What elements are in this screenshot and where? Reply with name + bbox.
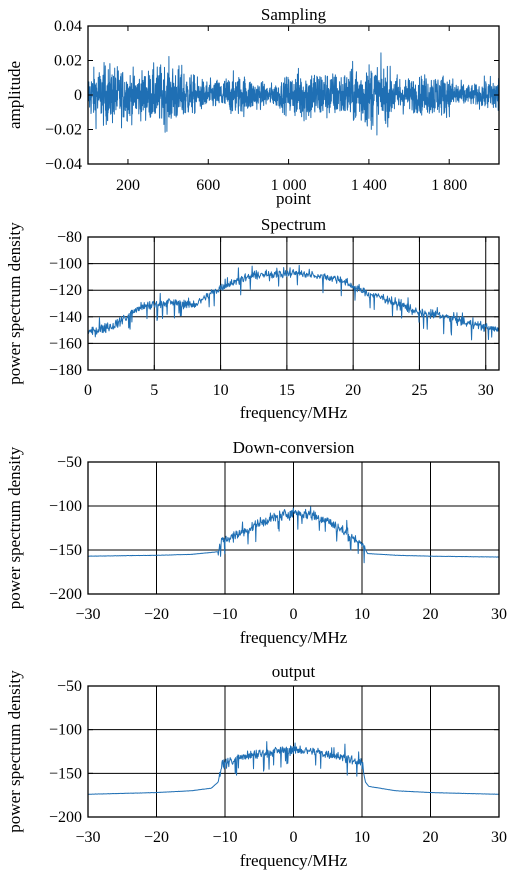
x-tick-label: −30 xyxy=(75,829,100,846)
y-tick-label: −100 xyxy=(49,498,82,515)
chart-title: Down-conversion xyxy=(233,438,355,457)
x-tick-label: −10 xyxy=(212,606,237,623)
x-tick-label: 1 000 xyxy=(271,177,307,194)
y-tick-label: −50 xyxy=(57,678,82,695)
x-tick-label: 600 xyxy=(196,177,220,194)
y-tick-label: −80 xyxy=(57,229,82,246)
y-tick-label: −140 xyxy=(49,309,82,326)
y-tick-label: −0.04 xyxy=(45,156,82,173)
chart-panel-4: −30 −20 −10 0 10 20 30−200−150−100−50outputfre… xyxy=(5,662,507,870)
y-tick-label: −150 xyxy=(49,542,82,559)
y-tick-label: −100 xyxy=(49,722,82,739)
chart-panel-3: −30 −20 −10 0 10 20 30−200−150−100−50Down-conv… xyxy=(5,438,507,647)
chart-title: output xyxy=(272,662,316,681)
y-tick-label: −100 xyxy=(49,256,82,273)
chart-title: Spectrum xyxy=(261,215,326,234)
x-tick-label: 20 xyxy=(423,829,439,846)
x-tick-label: 1 400 xyxy=(351,177,387,194)
y-axis-label: power spectrum density xyxy=(5,446,24,609)
x-tick-label: 15 xyxy=(279,382,295,399)
y-tick-label: −200 xyxy=(49,809,82,826)
chart-title: Sampling xyxy=(261,5,327,24)
series-line xyxy=(87,264,500,341)
x-tick-label: 30 xyxy=(491,829,507,846)
x-tick-label: 30 xyxy=(478,382,494,399)
y-tick-label: 0 xyxy=(74,87,82,104)
x-tick-label: −30 xyxy=(75,606,100,623)
x-tick-label: 10 xyxy=(354,606,370,623)
x-tick-label: 25 xyxy=(411,382,427,399)
y-axis-label: power spectrum density xyxy=(5,222,24,385)
x-axis-label: frequency/MHz xyxy=(240,403,348,422)
x-tick-label: 0 xyxy=(290,829,298,846)
x-tick-label: 20 xyxy=(423,606,439,623)
x-tick-label: 5 xyxy=(150,382,158,399)
x-tick-label: 20 xyxy=(345,382,361,399)
x-tick-label: 10 xyxy=(354,829,370,846)
y-tick-label: −120 xyxy=(49,282,82,299)
x-axis-label: frequency/MHz xyxy=(240,628,348,647)
y-tick-label: −180 xyxy=(49,362,82,379)
y-tick-label: −150 xyxy=(49,765,82,782)
y-axis-label: power spectrum density xyxy=(5,670,24,833)
plot-frame xyxy=(87,236,500,371)
series-line xyxy=(87,506,500,564)
chart-panel-2: 0 5 10 15 20 25 30 −180 −160 −140 −120 −100 −80 Spect… xyxy=(5,215,500,422)
series-line xyxy=(87,52,500,136)
x-tick-label: 200 xyxy=(116,177,140,194)
chart-panel-1: 200 600 1 000 1 400 1 800 −0.04 −0.02 0 0.02 0.04… xyxy=(5,5,500,208)
y-tick-label: −0.02 xyxy=(45,122,82,139)
x-tick-label: −10 xyxy=(212,829,237,846)
y-axis-label: amplitude xyxy=(5,61,24,129)
y-tick-label: 0.04 xyxy=(54,18,82,35)
x-axis-label: frequency/MHz xyxy=(240,851,348,870)
y-tick-label: −200 xyxy=(49,586,82,603)
x-axis-label: point xyxy=(276,189,311,208)
x-tick-label: 30 xyxy=(491,606,507,623)
x-tick-label: 1 800 xyxy=(431,177,467,194)
series-line xyxy=(87,741,500,795)
y-tick-label: 0.02 xyxy=(54,53,82,70)
y-tick-label: −160 xyxy=(49,335,82,352)
x-tick-label: 0 xyxy=(290,606,298,623)
y-tick-label: −50 xyxy=(57,454,82,471)
x-tick-label: 10 xyxy=(213,382,229,399)
x-tick-label: −20 xyxy=(144,829,169,846)
x-tick-label: 0 xyxy=(84,382,92,399)
x-tick-label: −20 xyxy=(144,606,169,623)
